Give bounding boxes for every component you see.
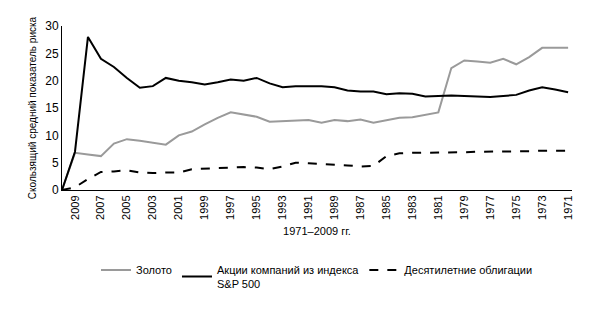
svg-text:2009: 2009 [69, 195, 81, 219]
svg-text:1997: 1997 [224, 195, 236, 219]
svg-text:1977: 1977 [484, 195, 496, 219]
svg-text:1979: 1979 [458, 195, 470, 219]
svg-text:1983: 1983 [406, 195, 418, 219]
svg-text:10: 10 [45, 129, 59, 143]
svg-text:25: 25 [45, 47, 59, 61]
svg-text:Скользящий средний показатель: Скользящий средний показатель риска [27, 16, 38, 199]
svg-text:30: 30 [45, 19, 59, 33]
svg-text:5: 5 [52, 156, 59, 170]
svg-text:2001: 2001 [172, 195, 184, 219]
svg-text:2007: 2007 [95, 195, 107, 219]
svg-text:1995: 1995 [250, 195, 262, 219]
svg-text:1991: 1991 [302, 195, 314, 219]
svg-text:1975: 1975 [510, 195, 522, 219]
svg-text:15: 15 [45, 101, 59, 115]
svg-text:Акции компаний из индексаS&P 5: Акции компаний из индексаS&P 500 [217, 264, 359, 290]
svg-text:1999: 1999 [198, 195, 210, 219]
svg-text:2005: 2005 [120, 195, 132, 219]
svg-text:2003: 2003 [146, 195, 158, 219]
svg-text:1989: 1989 [328, 195, 340, 219]
svg-text:20: 20 [45, 74, 59, 88]
svg-text:0: 0 [52, 183, 59, 197]
svg-text:1973: 1973 [536, 195, 548, 219]
svg-text:1993: 1993 [276, 195, 288, 219]
svg-text:1981: 1981 [432, 195, 444, 219]
svg-text:Золото: Золото [136, 264, 172, 276]
svg-text:1987: 1987 [354, 195, 366, 219]
svg-text:Десятилетние облигации: Десятилетние облигации [404, 264, 532, 276]
svg-text:1985: 1985 [380, 195, 392, 219]
svg-text:1971: 1971 [562, 195, 574, 219]
svg-text:1971–2009 гг.: 1971–2009 гг. [283, 225, 351, 237]
